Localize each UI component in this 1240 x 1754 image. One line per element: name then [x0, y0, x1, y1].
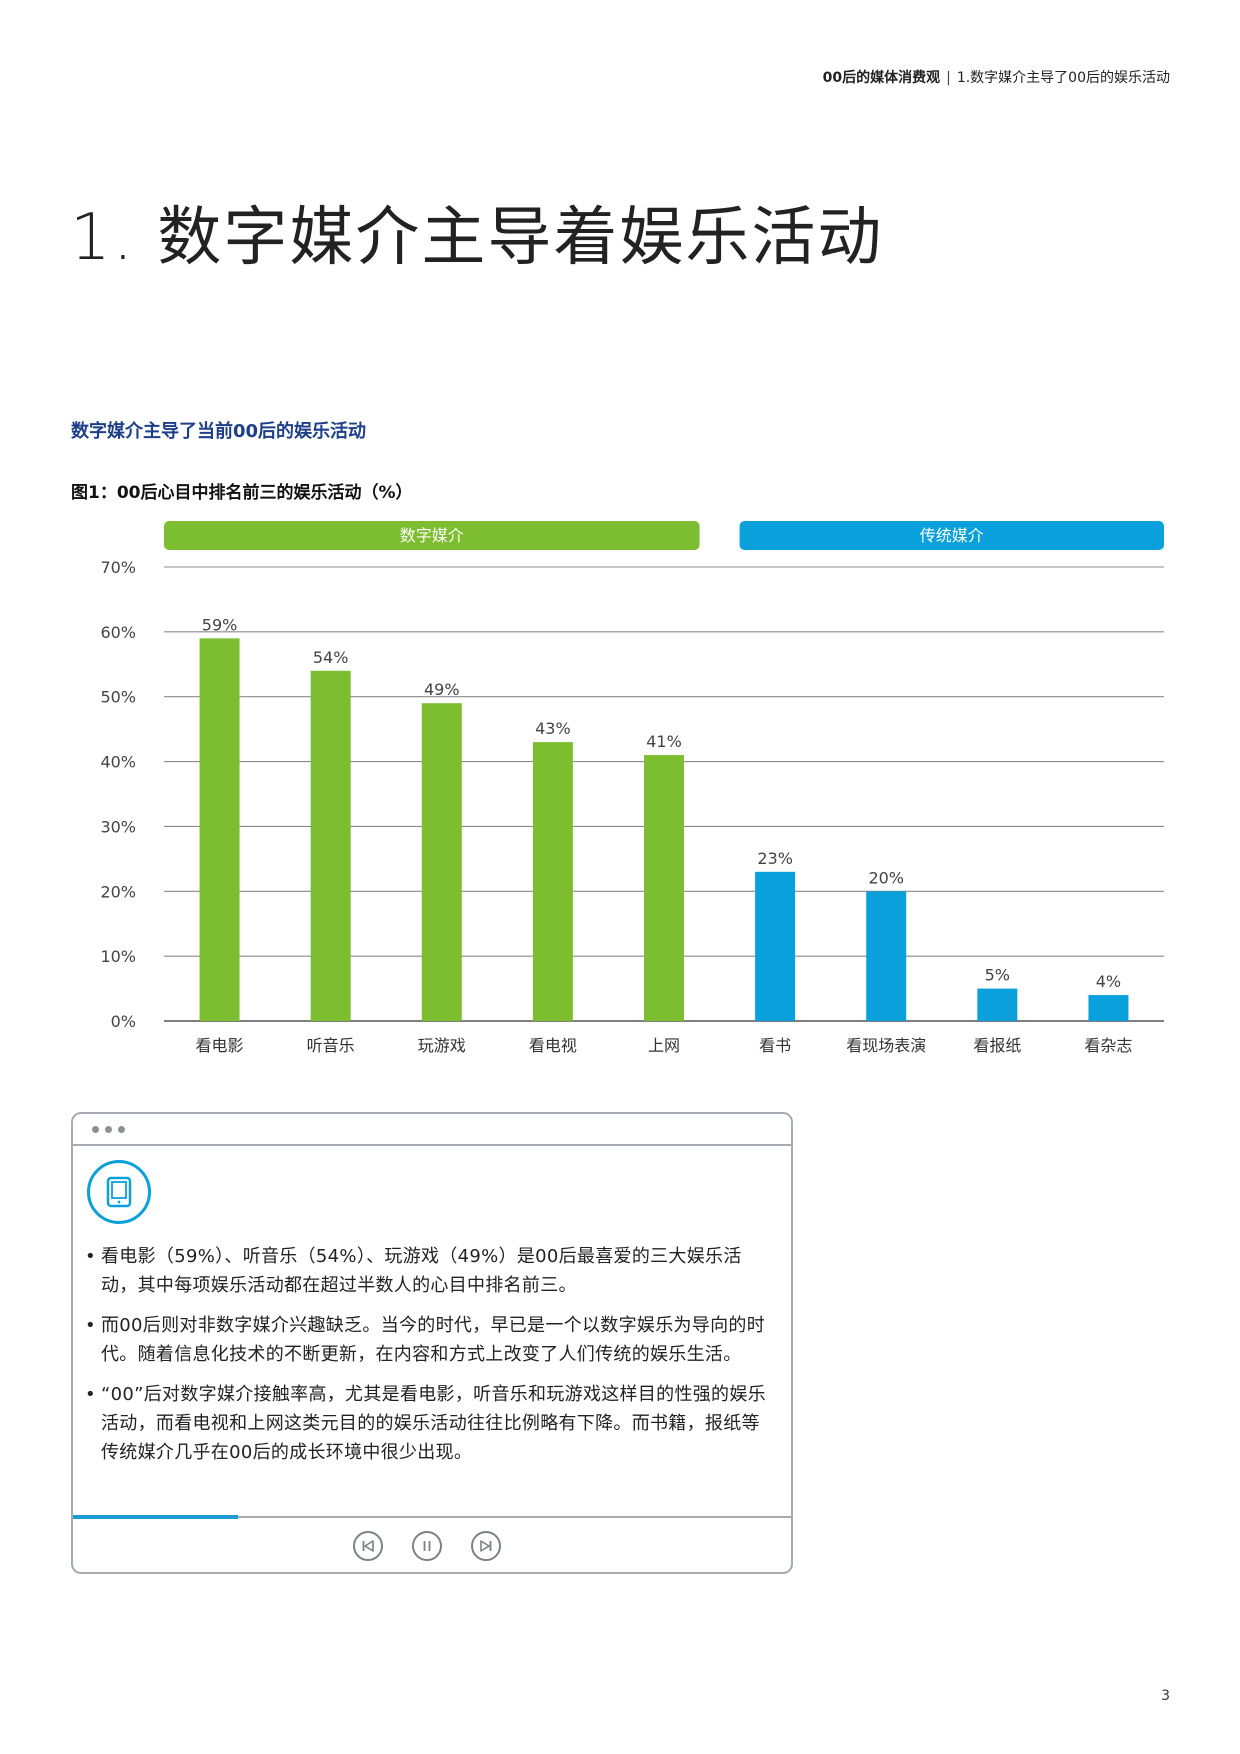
bar: [644, 755, 684, 1021]
group-header-label: 传统媒介: [920, 526, 984, 545]
header-separator: |: [946, 70, 951, 86]
x-tick-label: 看现场表演: [846, 1036, 926, 1055]
x-tick-label: 看书: [759, 1036, 791, 1055]
y-tick-label: 40%: [100, 753, 136, 772]
bar: [310, 670, 351, 1021]
finding-item: 看电影（59%）、听音乐（54%）、玩游戏（49%）是00后最喜爱的三大娱乐活动…: [83, 1242, 773, 1300]
finding-item: “00”后对数字媒介接触率高，尤其是看电影，听音乐和玩游戏这样目的性强的娱乐活动…: [83, 1380, 773, 1467]
bar: [977, 988, 1018, 1021]
page-number: 3: [1161, 1688, 1170, 1704]
previous-button[interactable]: [353, 1531, 383, 1561]
running-header: 00后的媒体消费观 | 1.数字媒介主导了00后的娱乐活动: [823, 67, 1170, 87]
x-tick-label: 看杂志: [1084, 1036, 1132, 1055]
header-report-title: 00后的媒体消费观: [822, 70, 941, 86]
group-header-band: [164, 521, 700, 550]
bar: [199, 638, 240, 1021]
bar-value-label: 54%: [313, 648, 349, 667]
x-tick-label: 看电视: [529, 1036, 577, 1055]
page-title: 1. 数字媒介主导着娱乐活动: [70, 201, 884, 275]
figure-title: 图1：00后心目中排名前三的娱乐活动（%）: [71, 483, 413, 503]
group-header-label: 数字媒介: [400, 526, 464, 545]
y-tick-label: 20%: [100, 882, 136, 901]
bar: [866, 891, 907, 1021]
card-title-bar: [73, 1114, 791, 1146]
bar-value-label: 41%: [646, 732, 682, 751]
bar-value-label: 5%: [985, 966, 1010, 985]
x-tick-label: 看报纸: [973, 1036, 1021, 1055]
y-tick-label: 70%: [100, 558, 136, 577]
section-heading: 数字媒介主导了当前00后的娱乐活动: [71, 421, 367, 442]
y-tick-label: 0%: [111, 1012, 136, 1031]
next-button[interactable]: [471, 1531, 501, 1561]
player-card: 看电影（59%）、听音乐（54%）、玩游戏（49%）是00后最喜爱的三大娱乐活动…: [71, 1112, 793, 1574]
bar-value-label: 20%: [868, 868, 904, 887]
y-tick-label: 50%: [100, 688, 136, 707]
bar-chart: 0% 10% 20% 30% 40% 50% 60% 70% 数字媒介 传统媒介 59% 看电影 54%…: [100, 521, 1164, 1055]
bar-value-label: 4%: [1096, 972, 1121, 991]
progress-track[interactable]: [73, 1515, 791, 1519]
header-chapter-title: 1.数字媒介主导了00后的娱乐活动: [956, 70, 1170, 86]
window-dot: [105, 1126, 112, 1133]
y-tick-label: 10%: [100, 947, 136, 966]
bar-value-label: 59%: [202, 615, 238, 634]
key-findings-list: 看电影（59%）、听音乐（54%）、玩游戏（49%）是00后最喜爱的三大娱乐活动…: [83, 1242, 773, 1478]
y-tick-label: 60%: [100, 623, 136, 642]
bar-value-label: 49%: [424, 680, 460, 699]
bar: [755, 871, 796, 1021]
pause-button[interactable]: [412, 1531, 442, 1561]
x-tick-label: 听音乐: [307, 1036, 355, 1055]
bar: [421, 703, 462, 1021]
window-dot: [118, 1126, 125, 1133]
finding-item: 而00后则对非数字媒介兴趣缺乏。当今的时代，早已是一个以数字娱乐为导向的时代。随…: [83, 1311, 773, 1369]
bar-value-label: 43%: [535, 719, 571, 738]
bar: [532, 742, 573, 1021]
x-tick-label: 上网: [648, 1036, 680, 1055]
tablet-icon: [87, 1160, 151, 1224]
window-dot: [92, 1126, 99, 1133]
group-header-band: [739, 521, 1164, 550]
progress-fill: [73, 1515, 239, 1519]
y-tick-label: 30%: [100, 817, 136, 836]
x-tick-label: 看电影: [196, 1036, 244, 1055]
x-tick-label: 玩游戏: [418, 1036, 466, 1055]
bar-value-label: 23%: [757, 849, 793, 868]
bar: [1088, 995, 1129, 1021]
